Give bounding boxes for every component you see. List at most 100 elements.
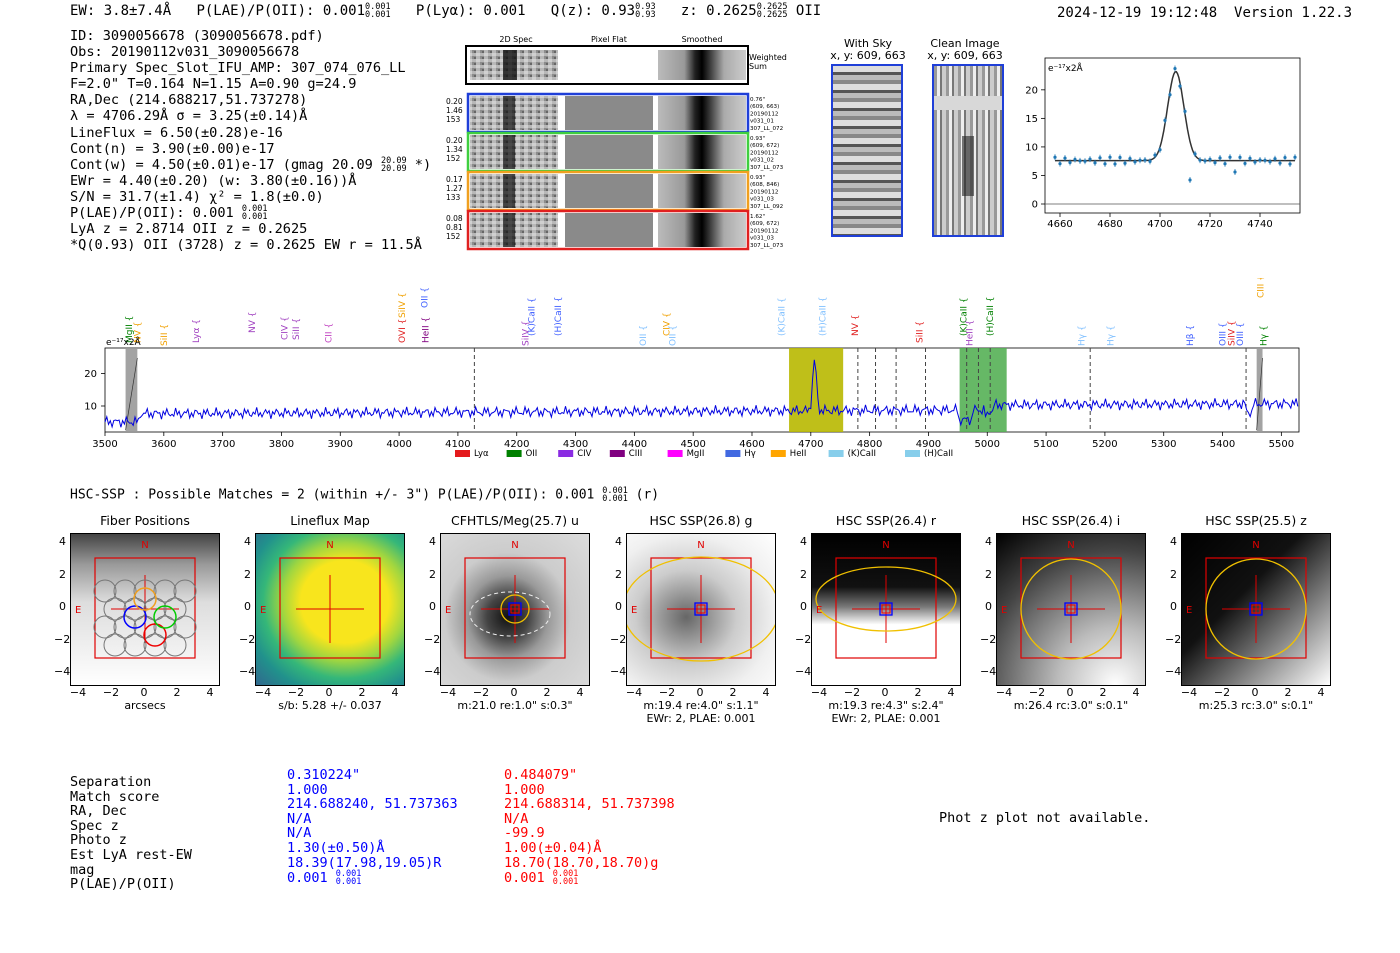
fiber-circle <box>143 623 167 647</box>
cutout-xtick: 4 <box>576 686 584 699</box>
cutout-xtick: −2 <box>843 686 861 699</box>
match-blue-column: 0.310224" 1.000 214.688240, 51.737363 N/… <box>287 768 458 887</box>
spec2d-row-meta: (609, 672) <box>750 221 779 227</box>
north-label: N <box>1067 540 1074 551</box>
smoothed-cut <box>658 135 746 169</box>
zoom-data-point <box>1258 158 1262 162</box>
header-summary: EW: 3.8±7.4Å P(LAE)/P(OII): 0.0010.001 0.… <box>70 3 821 20</box>
cutout-ytick: 2 <box>59 567 66 581</box>
cutout-xtick: 4 <box>206 686 214 699</box>
cutout-title: HSC SSP(26.4) i <box>1021 513 1121 528</box>
full-xtick: 5000 <box>975 439 1000 450</box>
info-plae: P(LAE)/P(OII): 0.001 0.001 0.001 <box>70 204 268 223</box>
spec2d-row-stat: 1.34 <box>446 145 463 154</box>
spectral-line-label: CIV { <box>280 316 290 340</box>
spectral-line-label: HeII { <box>966 320 976 346</box>
zoom-xtick: 4740 <box>1247 219 1272 230</box>
zoom-data-point <box>1238 155 1242 160</box>
cutout-xtick: 2 <box>729 686 737 699</box>
zoom-data-point <box>1233 170 1237 174</box>
legend-swatch <box>905 450 920 457</box>
cutout-ytick: 0 <box>985 600 992 613</box>
zoom-data-point <box>1288 162 1292 166</box>
east-label: E <box>1186 605 1192 616</box>
info-sn: S/N = 31.7(±1.4) χ² = 1.8(±0.0) <box>70 188 324 205</box>
match-blue-value: 214.688240, 51.737363 <box>287 796 458 813</box>
full-xtick: 3500 <box>92 439 117 450</box>
fiber-circle <box>163 633 187 657</box>
cutout-xtick: −4 <box>1180 686 1198 699</box>
zoom-plot-frame <box>1044 57 1301 214</box>
fiber-circle <box>133 587 157 611</box>
cutout-panel: HSC SSP(26.8) g N E 4 2 0 −2 −4 −4 −2 0 2 4 m:19.4 re… <box>610 513 776 733</box>
fiber-circle <box>123 597 147 621</box>
match-label: Photo z <box>70 832 127 849</box>
zoom-data-point <box>1198 158 1202 162</box>
info-lya: LyA z = 2.8714 OII z = 0.2625 <box>70 221 308 238</box>
spec2d-row-meta: 1.62" <box>750 214 765 220</box>
zoom-xtick: 4680 <box>1097 219 1122 230</box>
cutout-ytick: 2 <box>1170 567 1177 581</box>
spec2d-row-stat: 0.17 <box>446 175 463 184</box>
spectral-line-label: SiII { <box>916 321 926 343</box>
spectral-line-label: (K)CaII { <box>777 297 787 336</box>
spec2d-row-stat: 1.46 <box>446 106 463 115</box>
fiber-circle <box>143 633 167 657</box>
legend-label: HeII <box>790 449 807 459</box>
weighted-sum-smoothed <box>658 50 746 80</box>
zoom-data-point <box>1263 158 1267 162</box>
match-label: RA, Dec <box>70 803 127 820</box>
cutout-xtick: −4 <box>439 686 457 699</box>
detection-info: ID: 3090056678 (3090056678.pdf) Obs: 201… <box>70 28 431 253</box>
spectral-line-label: OII { <box>669 325 679 346</box>
zoom-data-point <box>1213 161 1217 165</box>
cutout-ytick: −2 <box>980 632 997 646</box>
spectral-line-label: (K)CaII { <box>960 297 970 336</box>
cutout-xtick: 4 <box>391 686 399 699</box>
header-plya: P(Lyα): 0.001 <box>415 3 526 19</box>
spectral-line-label: (H)CaII { <box>986 297 996 337</box>
info-contn: Cont(n) = 3.90(±0.00)e-17 <box>70 140 275 157</box>
cutout-ytick: 4 <box>1170 535 1177 548</box>
full-xtick: 4600 <box>739 439 764 450</box>
aperture-ellipse <box>627 556 775 662</box>
zoom-data-point <box>1218 156 1222 160</box>
zoom-data-point <box>1188 178 1192 182</box>
spec2d-row-meta: 0.93" <box>750 136 765 142</box>
cutout-caption: m:19.4 re:4.0" s:1.1" EWr: 2, PLAE: 0.001 <box>643 699 759 725</box>
legend-label: OII <box>526 449 538 459</box>
cutout-xtick: 2 <box>1284 686 1292 699</box>
cutout-ytick: −4 <box>610 665 627 678</box>
fiber-circle <box>103 597 127 621</box>
full-xtick: 5500 <box>1269 439 1294 450</box>
spec2d-row-meta: 20190112 <box>750 228 778 234</box>
cutout-ytick: 4 <box>800 535 807 548</box>
spectral-line-label: OVI { <box>398 319 408 343</box>
header-ew: EW: 3.8±7.4Å <box>70 3 172 19</box>
spec2d-row-meta: 0.76" <box>750 97 765 103</box>
cutout-ytick: 4 <box>985 535 992 548</box>
cutout-xtick: −2 <box>472 686 490 699</box>
smoothed-cut <box>658 96 746 130</box>
aperture-circle <box>1205 558 1307 660</box>
pixel-flat-cut <box>565 213 653 247</box>
match-label: P(LAE)/P(OII) <box>70 876 176 893</box>
cutout-panel: HSC SSP(25.5) z N E 4 2 0 −2 −4 −4 −2 0 2 4 m:25.3 rc… <box>1165 513 1331 733</box>
spec2d-row-meta: 0.93" <box>750 175 765 181</box>
full-spectrum-ylabel: e⁻¹⁷x2Å <box>106 336 142 348</box>
spectral-line-label: SiII { <box>160 324 170 346</box>
zoom-data-point <box>1173 66 1177 71</box>
spec2d-row-stat: 152 <box>446 232 461 241</box>
header-qz: Q(z): 0.93 <box>550 3 636 19</box>
zoom-data-point <box>1113 162 1117 166</box>
spec2d-row-meta: v031_03 <box>750 197 774 203</box>
full-xtick: 5100 <box>1033 439 1058 450</box>
full-xtick: 4000 <box>386 439 411 450</box>
cutout-ytick: 4 <box>59 535 66 548</box>
zoom-data-point <box>1068 160 1072 165</box>
